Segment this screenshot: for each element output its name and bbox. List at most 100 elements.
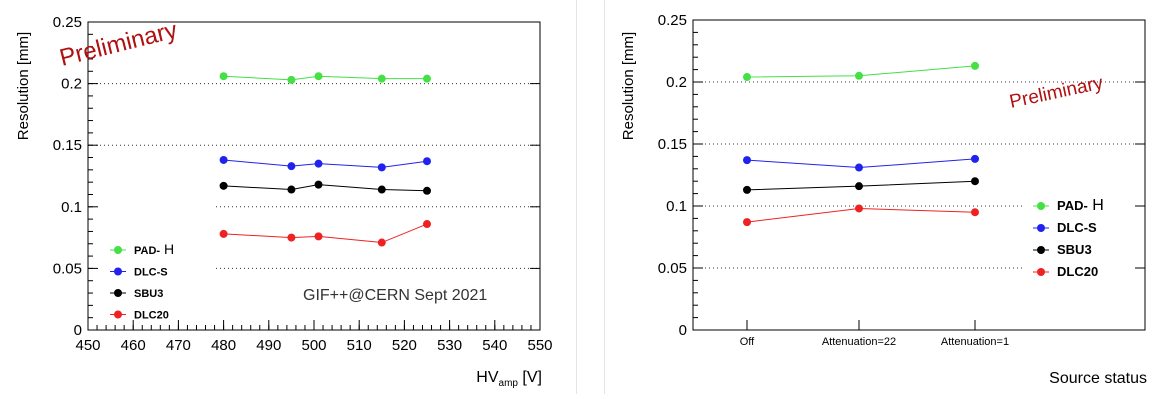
l-y-tick-label: 0	[74, 322, 82, 339]
l-x-tick-label: 500	[301, 337, 326, 354]
l-plot-frame	[87, 21, 541, 331]
left-x-axis-label: HVamp [V]	[476, 369, 542, 389]
r-legend-entry: DLC-S	[1057, 220, 1097, 235]
r-y-tick-label: 0.05	[658, 260, 687, 277]
left-campaign-label: GIF++@CERN Sept 2021	[303, 287, 487, 304]
l-legend-marker	[114, 246, 122, 254]
l-data-point	[377, 238, 386, 247]
l-data-point	[314, 232, 323, 241]
l-data-point	[314, 159, 323, 168]
r-x-tick-label: Off	[740, 336, 755, 348]
l-x-tick-label: 490	[256, 337, 281, 354]
l-y-tick-label: 0.05	[53, 260, 82, 277]
r-legend-marker	[1037, 202, 1045, 210]
l-data-point	[423, 186, 431, 195]
right-axes: 0 0.05 0.1 0.15 0.2 0.25 Off Attenuation=22 Atte…	[658, 12, 1146, 348]
r-legend-marker	[1037, 246, 1045, 254]
l-data-point	[423, 74, 431, 83]
l-x-tick-label: 450	[75, 337, 100, 354]
left-y-axis-label: Resolution [mm]	[15, 32, 32, 140]
l-legend-marker	[114, 289, 122, 297]
l-x-tick-label: 540	[482, 337, 507, 354]
r-data-point	[743, 218, 751, 227]
l-legend-entry: DLC-S	[134, 267, 168, 279]
l-data-point	[377, 163, 386, 172]
left-grid	[88, 21, 540, 269]
r-data-point	[743, 185, 751, 194]
r-legend-marker	[1037, 268, 1045, 276]
l-legend-marker	[114, 267, 122, 276]
l-x-tick-label: 550	[527, 337, 552, 354]
l-data-point	[287, 75, 296, 84]
l-x-tick-label: 530	[437, 337, 462, 354]
l-series-line	[223, 223, 428, 244]
l-legend-entry: DLC20	[134, 310, 169, 322]
l-series-line	[223, 184, 428, 192]
l-data-point	[287, 185, 296, 194]
r-data-point	[855, 182, 863, 191]
right-series	[743, 61, 979, 227]
r-data-point	[855, 163, 863, 172]
l-data-point	[314, 180, 323, 189]
left-chart: 0 0.05 0.1 0.15 0.2 0.25 450 460 470 480 490 500 510…	[15, 14, 553, 389]
l-legend-marker	[114, 310, 122, 319]
right-chart: 0 0.05 0.1 0.15 0.2 0.25 Off Attenuation=22 Atte…	[620, 12, 1147, 387]
r-y-tick-label: 0.15	[658, 136, 687, 153]
r-y-tick-label: 0	[679, 322, 687, 339]
l-series-line	[223, 159, 428, 168]
r-y-tick-label: 0.25	[658, 12, 687, 29]
right-preliminary-label: Preliminary	[1008, 72, 1106, 112]
l-data-point	[287, 233, 296, 242]
left-x-axis-label-sub: amp	[499, 378, 519, 389]
left-legend: PAD- H DLC-S SBU3 DLC20	[110, 241, 174, 322]
r-plot-frame	[692, 19, 1146, 331]
r-data-point	[855, 204, 863, 213]
l-x-tick-label: 480	[211, 337, 236, 354]
r-data-point	[743, 156, 751, 165]
l-data-point	[219, 155, 228, 164]
r-legend-entry: DLC20	[1057, 264, 1098, 279]
l-x-tick-label: 510	[347, 337, 372, 354]
l-y-tick-label: 0.15	[53, 137, 82, 154]
l-data-point	[314, 72, 323, 81]
r-x-tick-label: Attenuation=22	[822, 336, 896, 348]
l-data-point	[219, 181, 228, 190]
r-data-point	[971, 61, 979, 70]
l-y-tick-label: 0.2	[61, 76, 82, 93]
left-x-axis-label-unit: [V]	[518, 369, 542, 386]
l-x-tick-label: 520	[392, 337, 417, 354]
l-x-tick-label: 460	[121, 337, 146, 354]
right-x-axis-label: Source status	[1049, 370, 1147, 387]
l-data-point	[377, 185, 386, 194]
l-x-tick-label: 470	[166, 337, 191, 354]
r-data-point	[971, 208, 979, 217]
l-legend-entry: SBU3	[134, 288, 163, 300]
right-y-axis-label: Resolution [mm]	[620, 32, 637, 140]
l-data-point	[423, 220, 431, 229]
l-data-point	[423, 157, 431, 166]
r-data-point	[971, 177, 979, 186]
l-series-line	[223, 75, 427, 81]
r-data-point	[743, 73, 751, 82]
l-data-point	[287, 162, 296, 171]
r-x-tick-label: Attenuation=1	[941, 336, 1009, 348]
r-data-point	[971, 154, 979, 163]
l-data-point	[377, 74, 386, 83]
right-chart-panel: 0 0.05 0.1 0.15 0.2 0.25 Off Attenuation=22 Atte…	[604, 0, 1156, 394]
left-axes: 0 0.05 0.1 0.15 0.2 0.25 450 460 470 480 490 500 510…	[53, 14, 553, 354]
r-legend-marker	[1037, 224, 1045, 232]
l-y-tick-label: 0.1	[61, 199, 82, 216]
left-chart-panel: 0 0.05 0.1 0.15 0.2 0.25 450 460 470 480 490 500 510…	[0, 0, 577, 394]
l-legend-entry: PAD- H	[134, 241, 174, 257]
r-data-point	[855, 71, 863, 80]
l-data-point	[219, 229, 228, 238]
r-legend-entry: SBU3	[1057, 242, 1092, 257]
left-series	[219, 72, 431, 247]
r-y-tick-label: 0.1	[666, 198, 687, 215]
r-y-tick-label: 0.2	[666, 74, 687, 91]
l-data-point	[219, 72, 228, 81]
left-x-axis-label-main: HV	[476, 369, 499, 386]
r-legend-entry: PAD- H	[1057, 197, 1104, 214]
l-y-tick-label: 0.25	[53, 14, 82, 31]
right-legend: PAD- H DLC-S SBU3 DLC20	[1033, 197, 1104, 279]
